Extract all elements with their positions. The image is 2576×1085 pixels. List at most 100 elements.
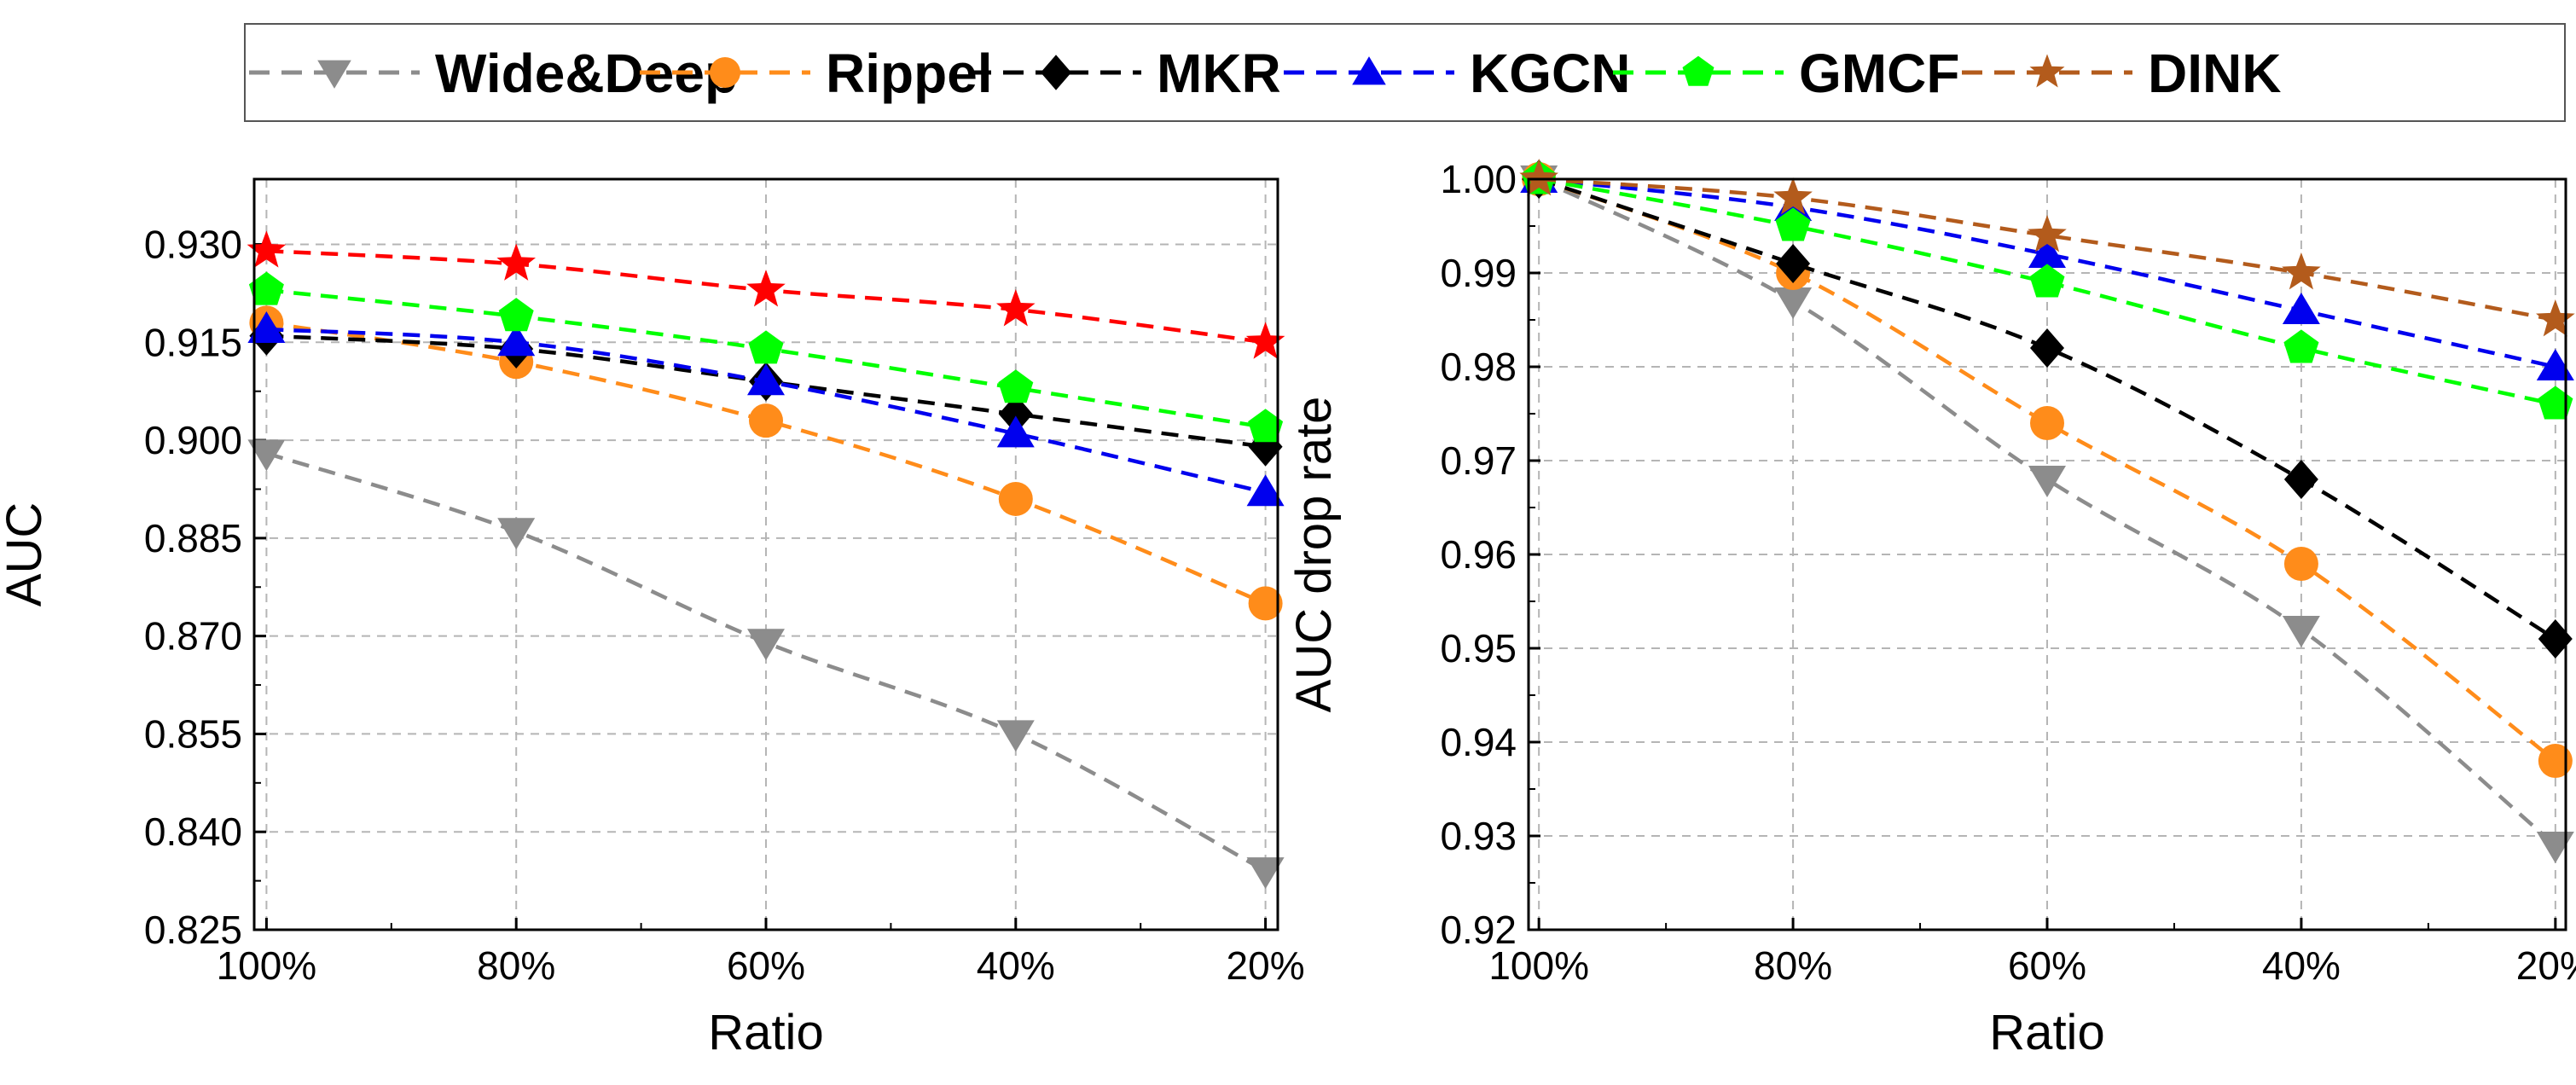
series-line: [1538, 177, 2556, 641]
legend-marker: [1352, 56, 1386, 85]
data-point-wide-and-deep-2: [1774, 287, 1813, 319]
x-axis-label: Ratio: [708, 1005, 823, 1060]
y-tick-label: 0.97: [1440, 438, 1517, 483]
auc-drop-rate-chart: 0.92 0.93 0.94 0.95 0.96 0.97 0.98 0.99 1.00 100%…: [1286, 157, 2576, 1060]
legend-label: DINK: [2148, 43, 2281, 104]
y-tick-label: 0.96: [1440, 532, 1517, 577]
data-point-dink-2: [496, 243, 536, 281]
data-point-rippel-4: [998, 481, 1033, 516]
legend-marker: [710, 57, 740, 88]
series-dink: [247, 230, 1285, 359]
data-point-dink-3: [2028, 215, 2067, 252]
y-tick-label: 0.93: [1440, 814, 1517, 858]
x-tick-label: 80%: [477, 943, 555, 988]
y-tick-label: 0.885: [144, 516, 242, 560]
series-gmcf: [248, 271, 1284, 443]
data-point-rippel-3: [2030, 406, 2064, 440]
data-point-dink-1: [1519, 159, 1558, 196]
data-point-gmcf-2: [1775, 207, 1811, 241]
data-point-mkr-4: [2283, 460, 2318, 499]
data-point-wide-and-deep-1: [247, 439, 286, 472]
data-point-wide-and-deep-4: [2282, 616, 2320, 647]
y-tick-label: 0.855: [144, 711, 242, 756]
x-tick-label: 100%: [1488, 943, 1589, 988]
y-tick-label: 0.825: [144, 908, 242, 952]
x-tick-label: 40%: [2262, 943, 2341, 988]
data-point-dink-5: [1245, 322, 1285, 359]
x-tick-label: 20%: [1227, 943, 1305, 988]
y-tick-label: 0.900: [144, 418, 242, 462]
series-line: [266, 321, 1267, 606]
series-line: [1538, 177, 2556, 369]
data-point-gmcf-3: [2029, 264, 2065, 298]
legend-item-mkr: MKR: [971, 43, 1281, 104]
legend: Wide&Deep Rippel MKR KGCN GMCF DINK: [244, 23, 2566, 122]
data-point-rippel-3: [749, 403, 783, 438]
legend-marker: [1682, 55, 1714, 86]
data-point-kgcn-3: [747, 363, 785, 396]
data-point-kgcn-2: [497, 324, 536, 357]
data-point-wide-and-deep-2: [497, 518, 536, 550]
legend-marker: [317, 60, 351, 89]
x-axis-label: Ratio: [1989, 1005, 2104, 1060]
y-tick-label: 0.840: [144, 809, 242, 854]
data-point-dink-1: [247, 230, 287, 268]
data-point-wide-and-deep-3: [747, 629, 785, 661]
legend-label: KGCN: [1470, 43, 1630, 104]
y-tick-label: 0.95: [1440, 626, 1517, 670]
legend-label: GMCF: [1799, 43, 1959, 104]
legend-item-kgcn: KGCN: [1284, 43, 1630, 104]
x-tick-label: 20%: [2516, 943, 2576, 988]
data-point-dink-5: [2536, 299, 2575, 337]
series-kgcn: [247, 311, 1285, 507]
x-tick-label: 80%: [1754, 943, 1832, 988]
data-point-gmcf-3: [748, 330, 784, 364]
data-point-rippel-5: [2538, 744, 2573, 778]
y-tick-label: 0.92: [1440, 908, 1517, 952]
auc-chart: 0.825 0.840 0.855 0.870 0.885 0.900 0.915 0.930…: [0, 177, 1305, 1060]
data-point-rippel-5: [1248, 586, 1283, 621]
data-point-kgcn-5: [1246, 474, 1285, 507]
legend-frame: [244, 23, 2566, 122]
y-axis-label: AUC drop rate: [1286, 397, 1342, 713]
data-point-mkr-3: [2030, 328, 2064, 368]
data-point-kgcn-4: [2282, 293, 2320, 324]
legend-item-gmcf: GMCF: [1613, 43, 1959, 104]
plot-frame: [252, 177, 1279, 931]
data-point-gmcf-5: [2538, 386, 2573, 420]
data-point-wide-and-deep-3: [2028, 466, 2066, 497]
y-tick-label: 0.870: [144, 614, 242, 659]
legend-item-rippel: Rippel: [640, 43, 993, 104]
legend-item-dink: DINK: [1962, 43, 2281, 104]
data-point-kgcn-1: [247, 311, 286, 343]
y-tick-label: 0.99: [1440, 251, 1517, 295]
x-tick-label: 100%: [217, 943, 317, 988]
legend-marker: [2029, 54, 2065, 88]
data-point-wide-and-deep-4: [996, 720, 1035, 752]
data-point-mkr-2: [1776, 244, 1811, 283]
data-point-gmcf-4: [998, 369, 1034, 403]
data-point-dink-2: [1773, 177, 1813, 215]
legend-label: MKR: [1157, 43, 1281, 104]
data-point-dink-3: [746, 270, 786, 307]
data-point-kgcn-4: [996, 415, 1035, 448]
y-tick-label: 1.00: [1440, 157, 1517, 201]
x-tick-label: 60%: [727, 943, 805, 988]
series-line: [1539, 177, 2556, 322]
y-tick-label: 0.98: [1440, 345, 1517, 389]
x-tick-label: 60%: [2008, 943, 2086, 988]
data-point-gmcf-2: [498, 298, 534, 332]
legend-marker: [1041, 55, 1071, 90]
data-point-gmcf-1: [248, 271, 284, 305]
y-tick-label: 0.94: [1440, 720, 1517, 764]
y-tick-label: 0.915: [144, 320, 242, 364]
y-axis-label: AUC: [0, 502, 52, 606]
data-point-gmcf-4: [2283, 329, 2319, 363]
legend-label: Rippel: [826, 43, 993, 104]
data-point-rippel-4: [2283, 547, 2318, 581]
data-point-gmcf-5: [1248, 409, 1284, 443]
data-point-wide-and-deep-5: [1246, 857, 1285, 890]
data-point-mkr-5: [2538, 619, 2573, 659]
y-tick-label: 0.930: [144, 223, 242, 267]
series-dink: [1519, 159, 2575, 337]
